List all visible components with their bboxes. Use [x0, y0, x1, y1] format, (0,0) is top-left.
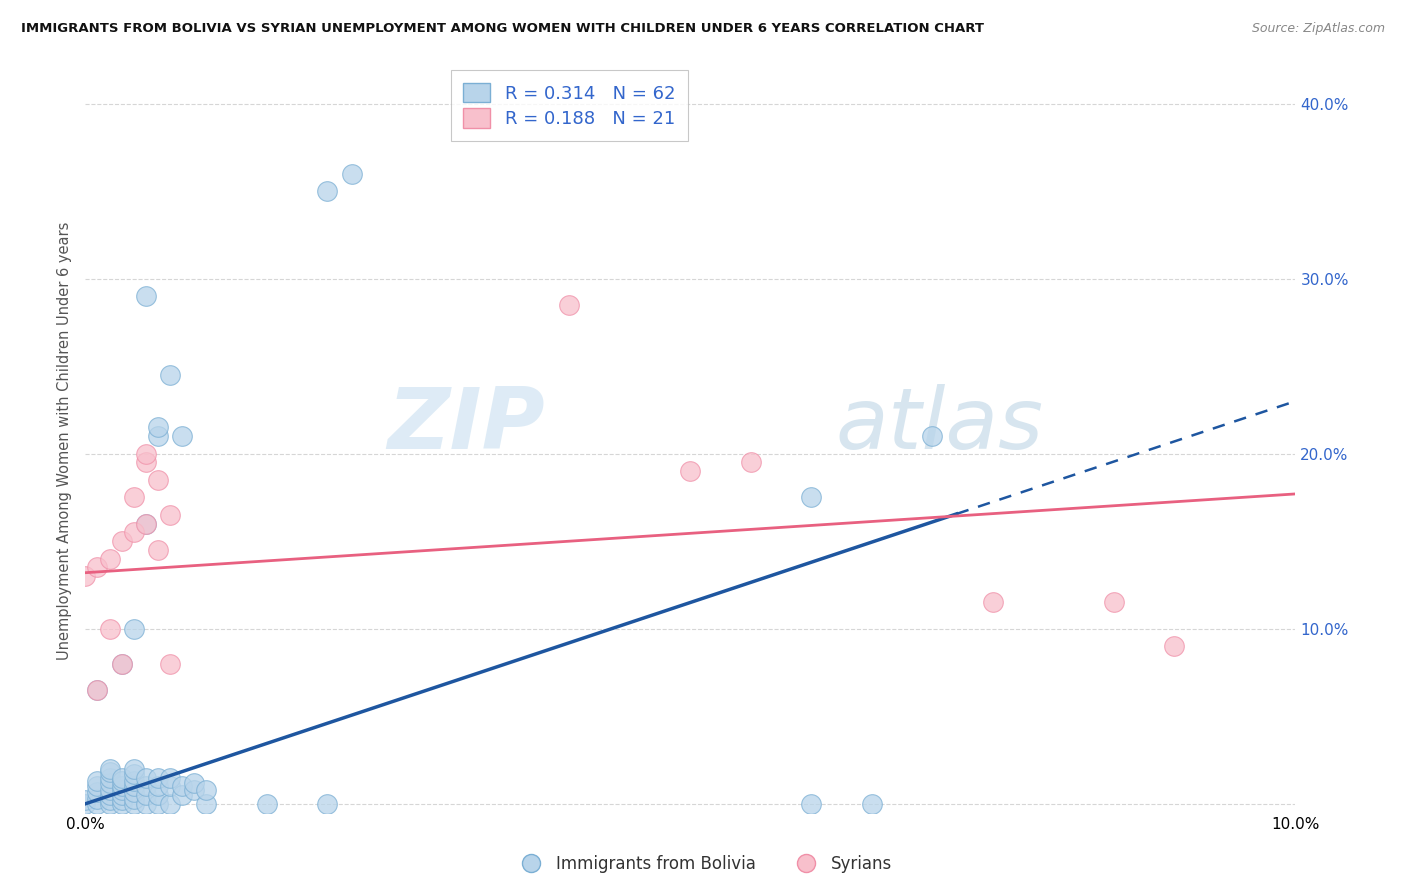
Point	[98, 793, 121, 807]
Point	[122, 779, 145, 793]
Point	[86, 797, 108, 811]
Point	[98, 551, 121, 566]
Point	[679, 464, 702, 478]
Point	[75, 793, 97, 807]
Point	[740, 455, 762, 469]
Point	[111, 797, 134, 811]
Point	[98, 762, 121, 776]
Point	[981, 595, 1004, 609]
Point	[98, 771, 121, 785]
Point	[183, 782, 205, 797]
Point	[146, 779, 169, 793]
Point	[146, 420, 169, 434]
Point	[111, 779, 134, 793]
Point	[98, 765, 121, 780]
Point	[122, 797, 145, 811]
Point	[159, 771, 181, 785]
Point	[86, 791, 108, 805]
Point	[146, 543, 169, 558]
Point	[86, 560, 108, 574]
Point	[159, 779, 181, 793]
Point	[146, 797, 169, 811]
Point	[111, 782, 134, 797]
Legend: Immigrants from Bolivia, Syrians: Immigrants from Bolivia, Syrians	[508, 848, 898, 880]
Point	[122, 784, 145, 798]
Point	[172, 779, 194, 793]
Text: IMMIGRANTS FROM BOLIVIA VS SYRIAN UNEMPLOYMENT AMONG WOMEN WITH CHILDREN UNDER 6: IMMIGRANTS FROM BOLIVIA VS SYRIAN UNEMPL…	[21, 22, 984, 36]
Point	[340, 167, 363, 181]
Text: ZIP: ZIP	[388, 384, 546, 467]
Text: atlas: atlas	[835, 384, 1043, 467]
Point	[86, 774, 108, 789]
Point	[195, 797, 218, 811]
Point	[172, 788, 194, 802]
Point	[316, 797, 339, 811]
Legend: R = 0.314   N = 62, R = 0.188   N = 21: R = 0.314 N = 62, R = 0.188 N = 21	[451, 70, 688, 141]
Point	[860, 797, 883, 811]
Point	[800, 491, 823, 505]
Point	[122, 774, 145, 789]
Point	[558, 298, 581, 312]
Point	[135, 289, 157, 303]
Point	[86, 683, 108, 698]
Point	[159, 508, 181, 522]
Point	[86, 779, 108, 793]
Point	[146, 473, 169, 487]
Point	[135, 797, 157, 811]
Point	[159, 657, 181, 671]
Point	[135, 516, 157, 531]
Point	[122, 622, 145, 636]
Point	[86, 784, 108, 798]
Point	[195, 782, 218, 797]
Point	[98, 782, 121, 797]
Point	[172, 429, 194, 443]
Point	[135, 779, 157, 793]
Point	[75, 797, 97, 811]
Point	[86, 683, 108, 698]
Point	[159, 368, 181, 382]
Point	[98, 788, 121, 802]
Point	[135, 788, 157, 802]
Point	[111, 657, 134, 671]
Point	[75, 569, 97, 583]
Point	[256, 797, 278, 811]
Point	[122, 767, 145, 781]
Point	[800, 797, 823, 811]
Point	[111, 657, 134, 671]
Point	[111, 793, 134, 807]
Point	[921, 429, 943, 443]
Point	[111, 774, 134, 789]
Point	[146, 771, 169, 785]
Point	[122, 525, 145, 540]
Point	[1163, 639, 1185, 653]
Point	[146, 429, 169, 443]
Point	[122, 762, 145, 776]
Point	[98, 797, 121, 811]
Text: Source: ZipAtlas.com: Source: ZipAtlas.com	[1251, 22, 1385, 36]
Point	[111, 534, 134, 549]
Point	[146, 788, 169, 802]
Y-axis label: Unemployment Among Women with Children Under 6 years: Unemployment Among Women with Children U…	[58, 221, 72, 660]
Point	[159, 797, 181, 811]
Point	[135, 516, 157, 531]
Point	[316, 184, 339, 198]
Point	[98, 622, 121, 636]
Point	[183, 776, 205, 790]
Point	[135, 771, 157, 785]
Point	[135, 447, 157, 461]
Point	[98, 776, 121, 790]
Point	[122, 491, 145, 505]
Point	[111, 771, 134, 785]
Point	[122, 791, 145, 805]
Point	[111, 788, 134, 802]
Point	[135, 455, 157, 469]
Point	[1102, 595, 1125, 609]
